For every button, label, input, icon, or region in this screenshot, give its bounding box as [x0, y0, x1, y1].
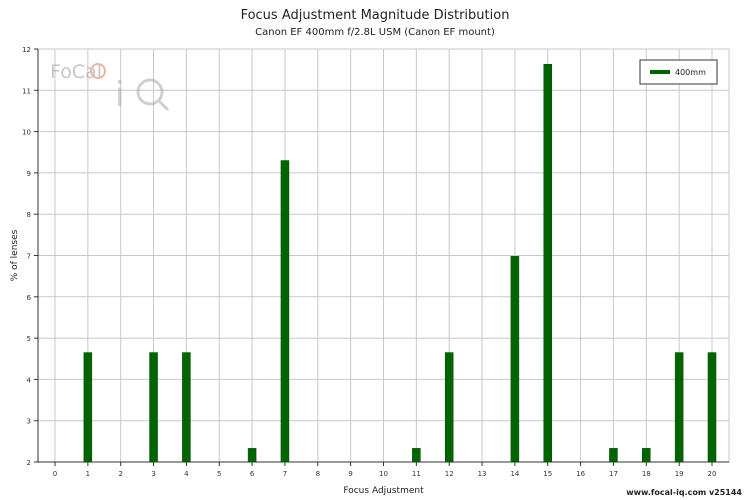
- x-tick-label: 20: [708, 470, 717, 478]
- y-tick-label: 4: [27, 376, 32, 384]
- bar: [707, 352, 717, 463]
- chart-title: Focus Adjustment Magnitude Distribution: [240, 8, 510, 23]
- logo-ring-icon: [90, 63, 106, 79]
- y-tick-label: 2: [27, 459, 31, 467]
- footer-watermark: www.focal-iq.com v25144: [626, 488, 742, 497]
- x-tick-label: 4: [184, 470, 189, 478]
- bar: [182, 352, 191, 463]
- bar: [149, 352, 158, 463]
- x-tick-label: 15: [543, 470, 552, 478]
- x-tick-label: 6: [250, 470, 255, 478]
- y-tick-label: 11: [22, 87, 31, 95]
- x-tick-label: 7: [283, 470, 287, 478]
- x-tick-label: 8: [316, 470, 320, 478]
- x-tick-label: 11: [412, 470, 421, 478]
- x-tick-label: 13: [478, 470, 487, 478]
- x-tick-label: 1: [86, 470, 90, 478]
- y-tick-label: 5: [27, 335, 31, 343]
- x-tick-label: 3: [151, 470, 155, 478]
- magnifier-handle-icon: [157, 99, 170, 112]
- y-tick-label: 3: [27, 418, 31, 426]
- x-tick-label: 10: [379, 470, 388, 478]
- y-tick-label: 12: [22, 46, 31, 54]
- x-tick-label: 17: [609, 470, 618, 478]
- y-tick-label: 10: [22, 129, 31, 137]
- bar: [247, 448, 257, 463]
- x-tick-label: 12: [445, 470, 454, 478]
- bar: [280, 160, 290, 463]
- magnifier-icon: [136, 78, 164, 106]
- x-tick-label: 2: [118, 470, 122, 478]
- bar: [543, 64, 552, 463]
- bar: [83, 352, 93, 463]
- y-tick-label: 6: [27, 294, 32, 302]
- x-tick-label: 16: [576, 470, 585, 478]
- legend-label: 400mm: [675, 68, 706, 77]
- y-axis-label: % of lenses: [10, 229, 20, 281]
- x-tick-label: 9: [348, 470, 352, 478]
- logo-text: FoCal: [50, 61, 102, 83]
- bar: [510, 256, 520, 463]
- x-tick-label: 14: [510, 470, 519, 478]
- x-axis-label: Focus Adjustment: [343, 486, 424, 496]
- x-tick-label: 19: [675, 470, 684, 478]
- y-tick-label: 7: [27, 253, 31, 261]
- bar: [444, 352, 454, 463]
- y-tick-label: 8: [27, 211, 31, 219]
- bar: [642, 448, 651, 463]
- x-tick-label: 18: [642, 470, 651, 478]
- logo-mark-i: i: [115, 75, 124, 115]
- y-tick-label: 9: [27, 170, 31, 178]
- bar: [412, 448, 421, 463]
- bar: [674, 352, 684, 463]
- chart-subtitle: Canon EF 400mm f/2.8L USM (Canon EF moun…: [255, 27, 495, 38]
- x-tick-label: 0: [53, 470, 57, 478]
- bar: [609, 448, 618, 463]
- x-tick-label: 5: [217, 470, 221, 478]
